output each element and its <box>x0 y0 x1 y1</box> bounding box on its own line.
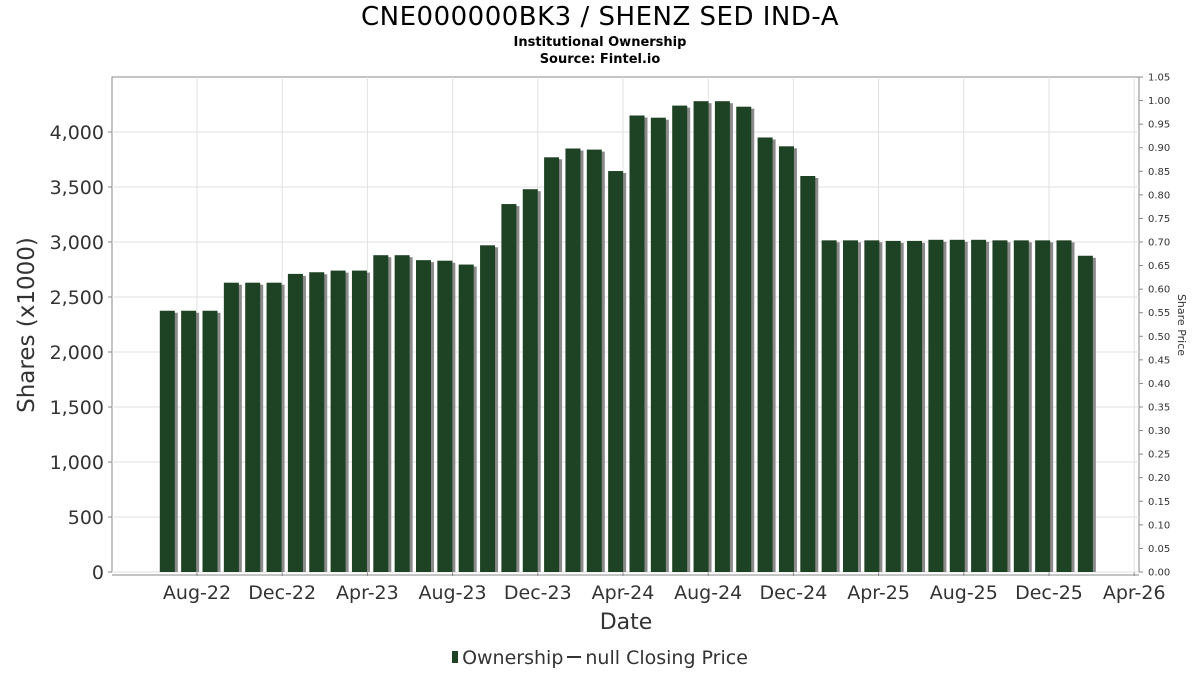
y2-tick-label: 0.20 <box>1148 473 1170 484</box>
ownership-bar <box>672 105 688 572</box>
ownership-bar <box>1077 255 1093 572</box>
ownership-bar <box>736 106 752 572</box>
x-axis-label: Date <box>600 610 653 635</box>
y2-tick-label: 0.80 <box>1148 190 1170 201</box>
ownership-bar <box>159 310 175 572</box>
ownership-bar <box>1056 240 1072 572</box>
price-legend-label: null Closing Price <box>585 647 748 669</box>
ownership-bar <box>629 115 645 572</box>
y2-tick-label: 1.00 <box>1148 96 1170 107</box>
x-tick-label: Aug-23 <box>419 582 487 604</box>
ownership-bar <box>202 310 218 572</box>
ownership-bar <box>245 282 261 572</box>
ownership-bar <box>330 270 346 572</box>
ownership-legend-swatch <box>452 651 459 663</box>
y2-tick-label: 0.90 <box>1148 143 1170 154</box>
y-tick-label: 1,000 <box>50 452 104 474</box>
ownership-bar <box>480 245 496 573</box>
ownership-bar <box>971 239 987 573</box>
ownership-bar <box>309 272 325 572</box>
x-tick-label: Dec-25 <box>1015 582 1083 604</box>
y2-tick-label: 0.50 <box>1148 332 1170 343</box>
x-tick-label: Apr-26 <box>1103 582 1166 604</box>
ownership-bar <box>949 239 965 573</box>
y-tick-label: 500 <box>68 507 104 529</box>
y2-tick-label: 0.95 <box>1148 120 1170 131</box>
y2-tick-label: 0.35 <box>1148 403 1170 414</box>
ownership-bar <box>693 101 709 572</box>
chart-source: Source: Fintel.io <box>539 52 661 67</box>
y2-tick-label: 0.05 <box>1148 544 1170 555</box>
ownership-bar <box>907 240 923 572</box>
y2-tick-label: 0.70 <box>1148 238 1170 249</box>
x-tick-label: Apr-23 <box>336 582 399 604</box>
x-tick-label: Apr-24 <box>592 582 655 604</box>
y2-axis-label: Share Price <box>1175 294 1188 356</box>
ownership-bar <box>778 146 794 573</box>
y2-tick-label: 0.60 <box>1148 285 1170 296</box>
ownership-bar <box>501 204 517 573</box>
x-tick-label: Dec-23 <box>504 582 572 604</box>
ownership-bar <box>458 264 474 572</box>
ownership-bar <box>864 240 880 572</box>
ownership-bar <box>885 240 901 572</box>
y-tick-label: 4,000 <box>50 122 104 144</box>
ownership-bar <box>843 240 858 572</box>
chart-subtitle: Institutional Ownership <box>513 35 687 50</box>
ownership-bar <box>714 101 730 572</box>
y2-tick-label: 0.15 <box>1148 497 1170 508</box>
y-axis-label: Shares (x1000) <box>14 237 40 413</box>
ownership-bar <box>586 149 602 572</box>
y2-tick-label: 0.00 <box>1148 568 1170 579</box>
y2-tick-label: 0.85 <box>1148 167 1170 178</box>
ownership-bar <box>394 255 410 572</box>
x-tick-label: Apr-25 <box>847 582 910 604</box>
ownership-bar <box>544 157 560 573</box>
ownership-bar <box>522 189 538 572</box>
x-tick-label: Dec-22 <box>248 582 316 604</box>
x-tick-label: Aug-25 <box>930 582 998 604</box>
x-tick-label: Dec-24 <box>759 582 827 604</box>
ownership-bar <box>223 282 239 572</box>
ownership-bar <box>416 260 431 572</box>
ownership-bar <box>266 282 282 572</box>
y-tick-label: 3,500 <box>50 177 104 199</box>
ownership-bar <box>800 176 816 572</box>
y-tick-label: 2,500 <box>50 287 104 309</box>
chart-title: CNE000000BK3 / SHENZ SED IND-A <box>361 2 839 32</box>
y2-tick-label: 0.40 <box>1148 379 1170 390</box>
ownership-bar <box>181 310 197 572</box>
ownership-bar <box>608 171 624 573</box>
y2-tick-label: 1.05 <box>1148 73 1170 84</box>
ownership-bar <box>992 240 1008 572</box>
ownership-bar <box>287 273 303 572</box>
ownership-bar <box>437 260 453 572</box>
y2-tick-label: 0.10 <box>1148 520 1170 531</box>
x-tick-label: Aug-24 <box>674 582 742 604</box>
ownership-bar <box>928 239 944 573</box>
y-tick-label: 0 <box>92 562 104 584</box>
ownership-bar <box>757 137 773 572</box>
chart-legend: Ownership null Closing Price <box>0 647 1200 669</box>
y2-tick-label: 0.25 <box>1148 450 1170 461</box>
y2-tick-label: 0.55 <box>1148 308 1170 319</box>
y-tick-label: 3,000 <box>50 232 104 254</box>
y2-tick-label: 0.45 <box>1148 355 1170 366</box>
ownership-bar <box>1035 240 1051 572</box>
price-legend-swatch <box>567 656 582 658</box>
x-tick-label: Aug-22 <box>163 582 231 604</box>
y-tick-label: 1,500 <box>50 397 104 419</box>
y-tick-label: 2,000 <box>50 342 104 364</box>
ownership-bar <box>351 270 367 572</box>
ownership-legend-label: Ownership <box>462 647 564 669</box>
ownership-bar <box>373 255 389 572</box>
ownership-bar <box>650 117 666 572</box>
y2-tick-label: 0.75 <box>1148 214 1170 225</box>
ownership-bar <box>565 148 581 572</box>
ownership-bar <box>1013 240 1029 572</box>
ownership-bar <box>821 240 837 572</box>
y2-tick-label: 0.65 <box>1148 261 1170 272</box>
y2-tick-label: 0.30 <box>1148 426 1170 437</box>
